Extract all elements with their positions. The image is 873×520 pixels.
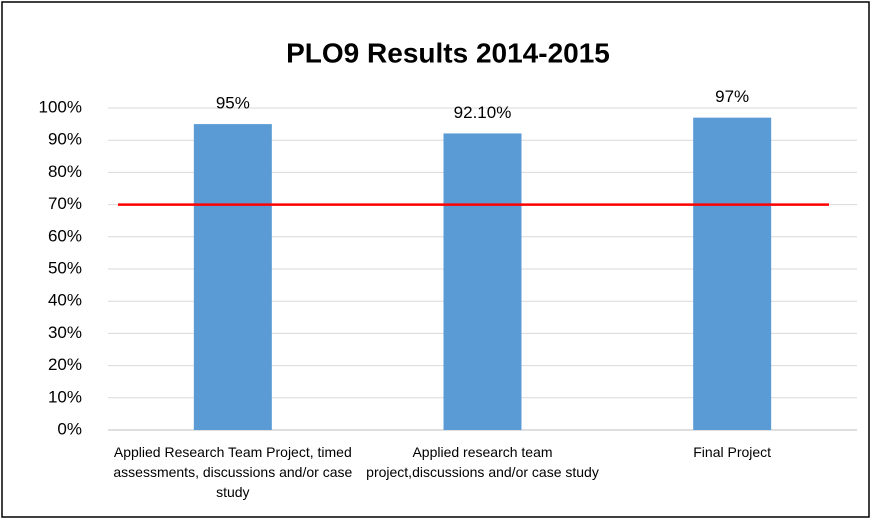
y-tick-label: 0% xyxy=(57,419,82,438)
bar xyxy=(193,124,272,430)
y-tick-label: 10% xyxy=(48,387,82,406)
value-label: 92.10% xyxy=(454,103,512,122)
y-tick-label: 20% xyxy=(48,355,82,374)
y-tick-label: 60% xyxy=(48,226,82,245)
y-tick-label: 30% xyxy=(48,323,82,342)
x-tick-label: Applied research team project,discussion… xyxy=(366,444,599,480)
y-tick-label: 80% xyxy=(48,162,82,181)
y-tick-label: 40% xyxy=(48,291,82,310)
y-tick-label: 50% xyxy=(48,258,82,277)
value-label: 95% xyxy=(216,94,250,113)
value-label: 97% xyxy=(715,87,749,106)
y-tick-label: 100% xyxy=(39,97,82,116)
x-tick-label: Applied Research Team Project, timed ass… xyxy=(113,444,353,500)
bar xyxy=(693,117,772,430)
y-tick-label: 70% xyxy=(48,194,82,213)
bar xyxy=(443,133,522,431)
y-tick-label: 90% xyxy=(48,130,82,149)
x-tick-label: Final Project xyxy=(693,444,772,460)
chart-title: PLO9 Results 2014-2015 xyxy=(286,37,610,68)
